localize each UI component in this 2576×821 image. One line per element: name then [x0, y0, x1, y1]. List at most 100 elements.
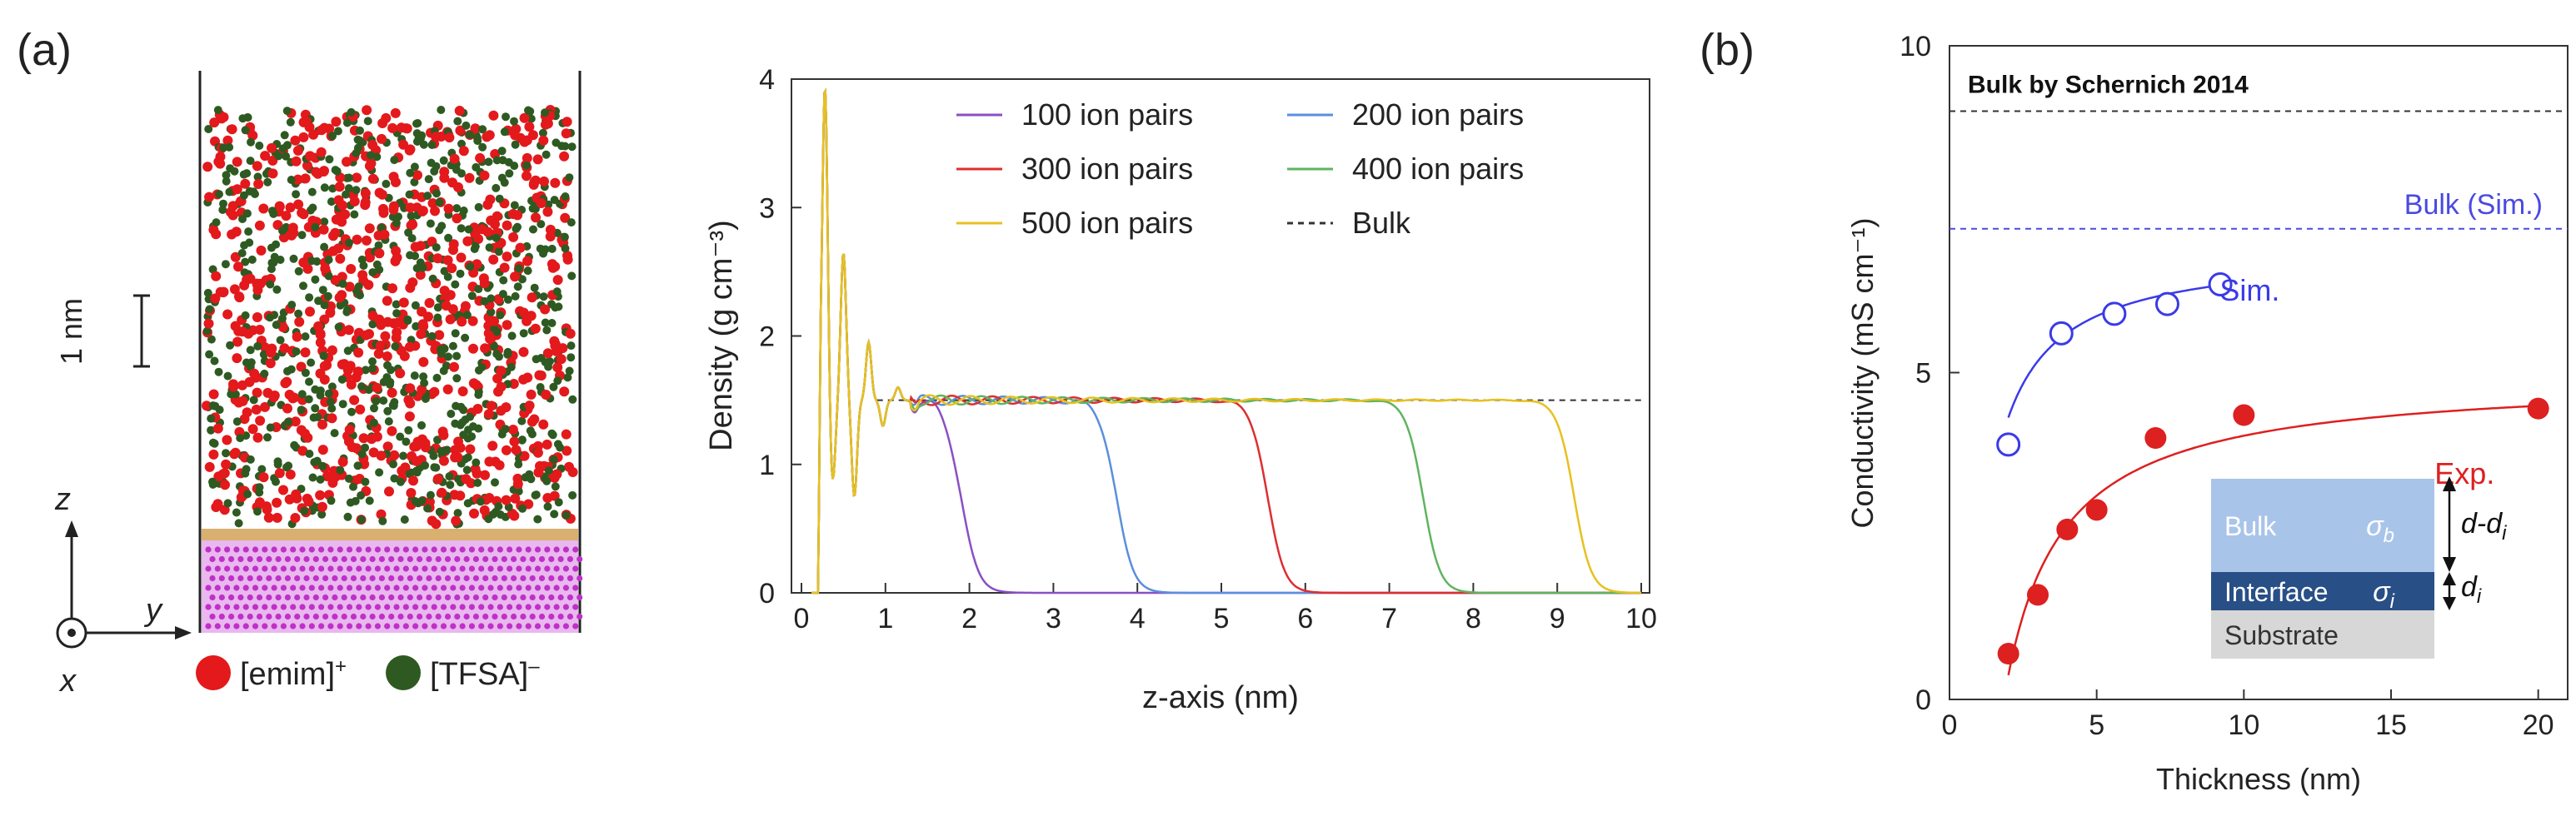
substrate-atom: [271, 546, 277, 553]
cation-atom: [399, 351, 410, 361]
cation-atom: [522, 256, 532, 266]
substrate-atom: [501, 613, 507, 620]
cation-atom: [458, 146, 469, 157]
anion-atom: [378, 516, 387, 525]
anion-atom: [324, 256, 333, 264]
substrate-atom: [228, 555, 235, 563]
substrate-atom: [247, 575, 253, 582]
substrate-atom: [402, 585, 409, 591]
anion-atom: [239, 170, 248, 179]
cation-atom: [229, 284, 240, 295]
substrate-atom: [402, 604, 409, 610]
substrate-atom: [378, 613, 385, 620]
substrate-atom: [487, 565, 494, 572]
substrate-atom: [341, 613, 347, 620]
anion-atom: [567, 353, 576, 362]
cation-atom: [398, 297, 409, 308]
density-chart: 0 1 2 3 4 5 6 7 8 9 10 0 1 2 3 4 100 ion pairs 200 ion p…: [704, 64, 1657, 715]
anion-atom: [223, 499, 232, 508]
substrate-atom: [228, 575, 235, 582]
density-y-label: Density (g cm⁻³): [704, 220, 739, 451]
cation-atom: [464, 172, 475, 183]
cation-atom: [272, 512, 282, 523]
anion-atom: [452, 204, 462, 213]
cation-atom: [303, 221, 314, 232]
density-x-tick-label: 7: [1381, 603, 1397, 634]
anion-atom: [399, 451, 407, 460]
anion-atom: [435, 198, 444, 206]
substrate-atom: [431, 585, 437, 591]
inset-layer: [2211, 479, 2434, 572]
substrate-atom: [468, 604, 476, 610]
anion-atom: [347, 107, 356, 117]
anion-atom: [372, 396, 381, 406]
inset-layer-symbol: σb: [2366, 510, 2394, 547]
substrate-atom: [507, 585, 513, 591]
cation-atom: [375, 341, 386, 351]
anion-atom: [305, 450, 314, 458]
substrate-atom: [393, 585, 400, 591]
substrate-atom: [520, 575, 527, 582]
anion-atom: [452, 374, 462, 383]
cation-atom: [209, 117, 220, 128]
cation-atom: [202, 401, 212, 411]
anion-atom: [318, 461, 327, 470]
anion-atom: [349, 482, 357, 491]
cation-atom: [211, 229, 222, 240]
cation-atom: [255, 415, 266, 426]
cation-atom: [254, 497, 265, 508]
density-x-tick-label: 0: [794, 603, 810, 634]
cation-atom: [212, 423, 223, 434]
cation-atom: [429, 386, 440, 397]
substrate-atom: [384, 604, 391, 610]
anion-atom: [497, 147, 507, 156]
substrate-atom: [497, 585, 503, 591]
anion-atom: [311, 385, 320, 394]
anion-atom: [392, 218, 401, 227]
anion-atom: [304, 395, 313, 404]
anion-atom: [324, 271, 333, 281]
substrate-atom: [378, 555, 385, 563]
cation-atom: [461, 474, 472, 485]
anion-atom: [300, 506, 309, 515]
density-legend-label: 200 ion pairs: [1352, 97, 1524, 132]
cation-atom: [496, 406, 507, 416]
cation-atom: [344, 281, 355, 292]
anion-atom: [308, 473, 317, 482]
anion-atom: [472, 162, 481, 172]
anion-atom: [467, 291, 477, 301]
data-point: [2027, 584, 2049, 606]
anion-atom: [283, 417, 292, 426]
anion-atom: [505, 169, 514, 178]
anion-atom: [283, 141, 292, 150]
anion-atom: [445, 472, 454, 481]
substrate-atom: [247, 613, 253, 620]
cation-atom: [315, 368, 326, 379]
substrate-atom: [356, 623, 362, 629]
cation-atom: [221, 459, 232, 470]
substrate-atom: [318, 604, 325, 610]
anion-atom: [320, 301, 329, 310]
anion-atom: [474, 424, 483, 433]
anion-atom: [513, 282, 522, 291]
cation-atom: [454, 106, 465, 116]
substrate-atom: [534, 585, 542, 591]
cation-atom: [482, 199, 493, 210]
cation-atom: [532, 447, 543, 458]
substrate-atom: [346, 623, 353, 629]
anion-atom: [210, 356, 219, 366]
cation-atom: [485, 334, 496, 344]
substrate-atom: [562, 546, 570, 553]
anion-atom: [499, 276, 508, 285]
cation-atom: [263, 512, 274, 523]
anion-atom: [543, 502, 552, 511]
substrate-atom: [478, 585, 485, 591]
substrate-atom: [507, 565, 513, 572]
cation-atom: [217, 287, 228, 298]
anion-atom: [273, 457, 282, 466]
cation-atom: [404, 341, 415, 352]
substrate-atom: [337, 585, 343, 591]
cation-atom: [330, 275, 341, 286]
cation-atom: [389, 450, 400, 460]
anion-atom: [478, 125, 487, 134]
